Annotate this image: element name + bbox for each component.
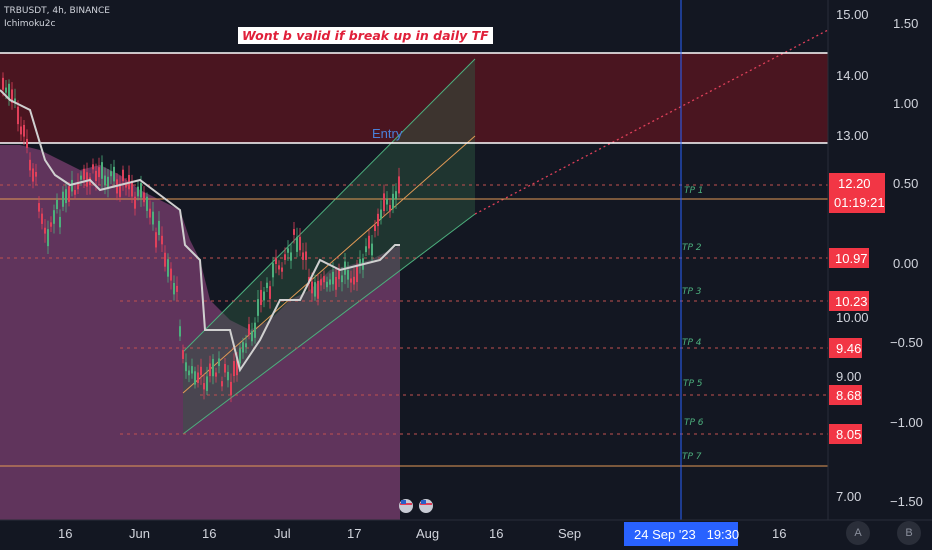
time-tick: 16 xyxy=(772,526,786,541)
crosshair-time-label xyxy=(624,522,738,546)
price-tag-label: 8.05 xyxy=(836,427,861,442)
time-tick: Sep xyxy=(558,526,581,541)
kijun-line xyxy=(0,89,400,373)
last-price-tag xyxy=(829,173,885,213)
price-tick: 14.00 xyxy=(836,68,869,83)
time-tick: 16 xyxy=(489,526,503,541)
price-tick: 9.00 xyxy=(836,369,861,384)
secondary-tick: 1.00 xyxy=(893,96,918,111)
time-tick: Aug xyxy=(416,526,439,541)
price-tick: 10.00 xyxy=(836,310,869,325)
price-tags: 12.20 01:19:21 10.97 10.23 9.46 8.68 8.0… xyxy=(829,173,885,444)
price-tag-label: 9.46 xyxy=(836,341,861,356)
ascending-channel xyxy=(183,59,475,434)
time-tick: Jul xyxy=(274,526,291,541)
price-tick: 7.00 xyxy=(836,489,861,504)
price-tag xyxy=(829,385,862,405)
secondary-tick: −0.50 xyxy=(890,335,923,350)
tp-label: TP 5 xyxy=(683,379,703,389)
b-button[interactable]: B xyxy=(897,521,921,545)
price-tick: 15.00 xyxy=(836,7,869,22)
last-price: 12.20 xyxy=(838,176,871,191)
time-tick: 16 xyxy=(58,526,72,541)
ichimoku-cloud xyxy=(0,145,400,520)
price-axis[interactable]: 15.00 14.00 13.00 10.00 9.00 7.00 xyxy=(836,7,869,504)
symbol-title: TRBUSDT, 4h, BINANCE xyxy=(4,6,110,16)
tp-label: TP 7 xyxy=(682,452,702,462)
projection-line xyxy=(474,29,829,215)
channel-lower xyxy=(182,213,476,435)
price-tag xyxy=(829,338,862,358)
secondary-tick: −1.50 xyxy=(890,494,923,509)
price-tag-label: 10.97 xyxy=(835,251,868,266)
tp-labels: TP 1 TP 2 TP 3 TP 4 TP 5 TP 6 TP 7 xyxy=(682,186,704,462)
warning-note: Wont b valid if break up in daily TF xyxy=(238,27,493,44)
price-tag xyxy=(829,424,862,444)
time-axis[interactable]: 16 Jun 16 Jul 17 Aug 16 Sep 16 xyxy=(58,526,786,541)
secondary-tick: 0.00 xyxy=(893,256,918,271)
secondary-tick: 0.50 xyxy=(893,176,918,191)
time-tick: 17 xyxy=(347,526,361,541)
indicator-title[interactable]: Ichimoku2c xyxy=(4,19,56,29)
secondary-tick: 1.50 xyxy=(893,16,918,31)
time-tick: Jun xyxy=(129,526,150,541)
price-tick: 13.00 xyxy=(836,128,869,143)
price-tag xyxy=(829,291,869,311)
channel-upper xyxy=(182,58,476,353)
price-tag-label: 10.23 xyxy=(835,294,868,309)
secondary-tick: −1.00 xyxy=(890,415,923,430)
countdown: 01:19:21 xyxy=(834,195,885,210)
tp-label: TP 2 xyxy=(682,243,702,253)
tp-label: TP 4 xyxy=(682,338,702,348)
crosshair-time-text: 24 Sep '23 19:30 xyxy=(634,527,739,542)
event-flags[interactable] xyxy=(399,499,433,513)
entry-label: Entry xyxy=(372,126,403,141)
tp-label: TP 1 xyxy=(684,186,704,196)
tp-label: TP 6 xyxy=(684,418,704,428)
auto-scale-button[interactable]: A xyxy=(846,521,870,545)
secondary-axis[interactable]: 1.50 1.00 0.50 0.00 −0.50 −1.00 −1.50 xyxy=(890,16,923,509)
tp-lines xyxy=(0,184,828,435)
resistance-zone xyxy=(0,53,828,143)
tp-label: TP 3 xyxy=(682,287,702,297)
price-tag-label: 8.68 xyxy=(836,388,861,403)
time-tick: 16 xyxy=(202,526,216,541)
price-tag xyxy=(829,248,869,268)
